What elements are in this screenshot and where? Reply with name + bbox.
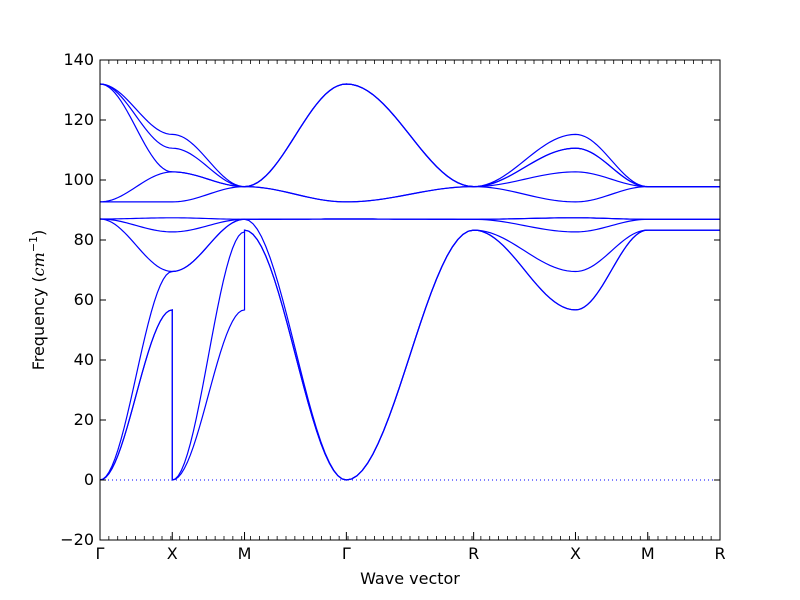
y-axis-label-unit: cm: [29, 252, 48, 276]
y-tick-label: −20: [60, 530, 94, 549]
y-tick-label: 0: [84, 470, 94, 489]
y-tick-label: 140: [63, 50, 94, 69]
axis-ticks: −20 0 20 40 60 80 100 120 140 Γ X M Γ R X M R: [60, 50, 725, 563]
x-tick-label: M: [238, 544, 252, 563]
plot-frame: [99, 59, 721, 541]
x-tick-label: Γ: [342, 544, 351, 563]
band-line-6: [99, 217, 720, 233]
x-tick-label: M: [641, 544, 655, 563]
band-lines: [99, 83, 720, 481]
y-tick-label: 20: [74, 410, 94, 429]
x-tick-label: R: [468, 544, 479, 563]
x-tick-label: X: [570, 544, 581, 563]
y-tick-label: 40: [74, 350, 94, 369]
y-axis-label-close: ): [29, 230, 48, 236]
y-tick-label: 60: [74, 290, 94, 309]
y-axis-label: Frequency (cm−1): [27, 230, 48, 371]
band-line-11: [99, 83, 720, 188]
y-tick-label: 100: [63, 170, 94, 189]
band-line-3: [99, 218, 720, 481]
y-tick-label: 80: [74, 230, 94, 249]
y-tick-label: 120: [63, 110, 94, 129]
x-tick-label: X: [167, 544, 178, 563]
y-axis-label-text: Frequency (: [29, 276, 48, 370]
x-axis-label: Wave vector: [360, 569, 460, 588]
x-tick-label: Γ: [96, 544, 105, 563]
y-axis-label-exponent: −1: [27, 236, 40, 252]
x-tick-label: R: [714, 544, 725, 563]
